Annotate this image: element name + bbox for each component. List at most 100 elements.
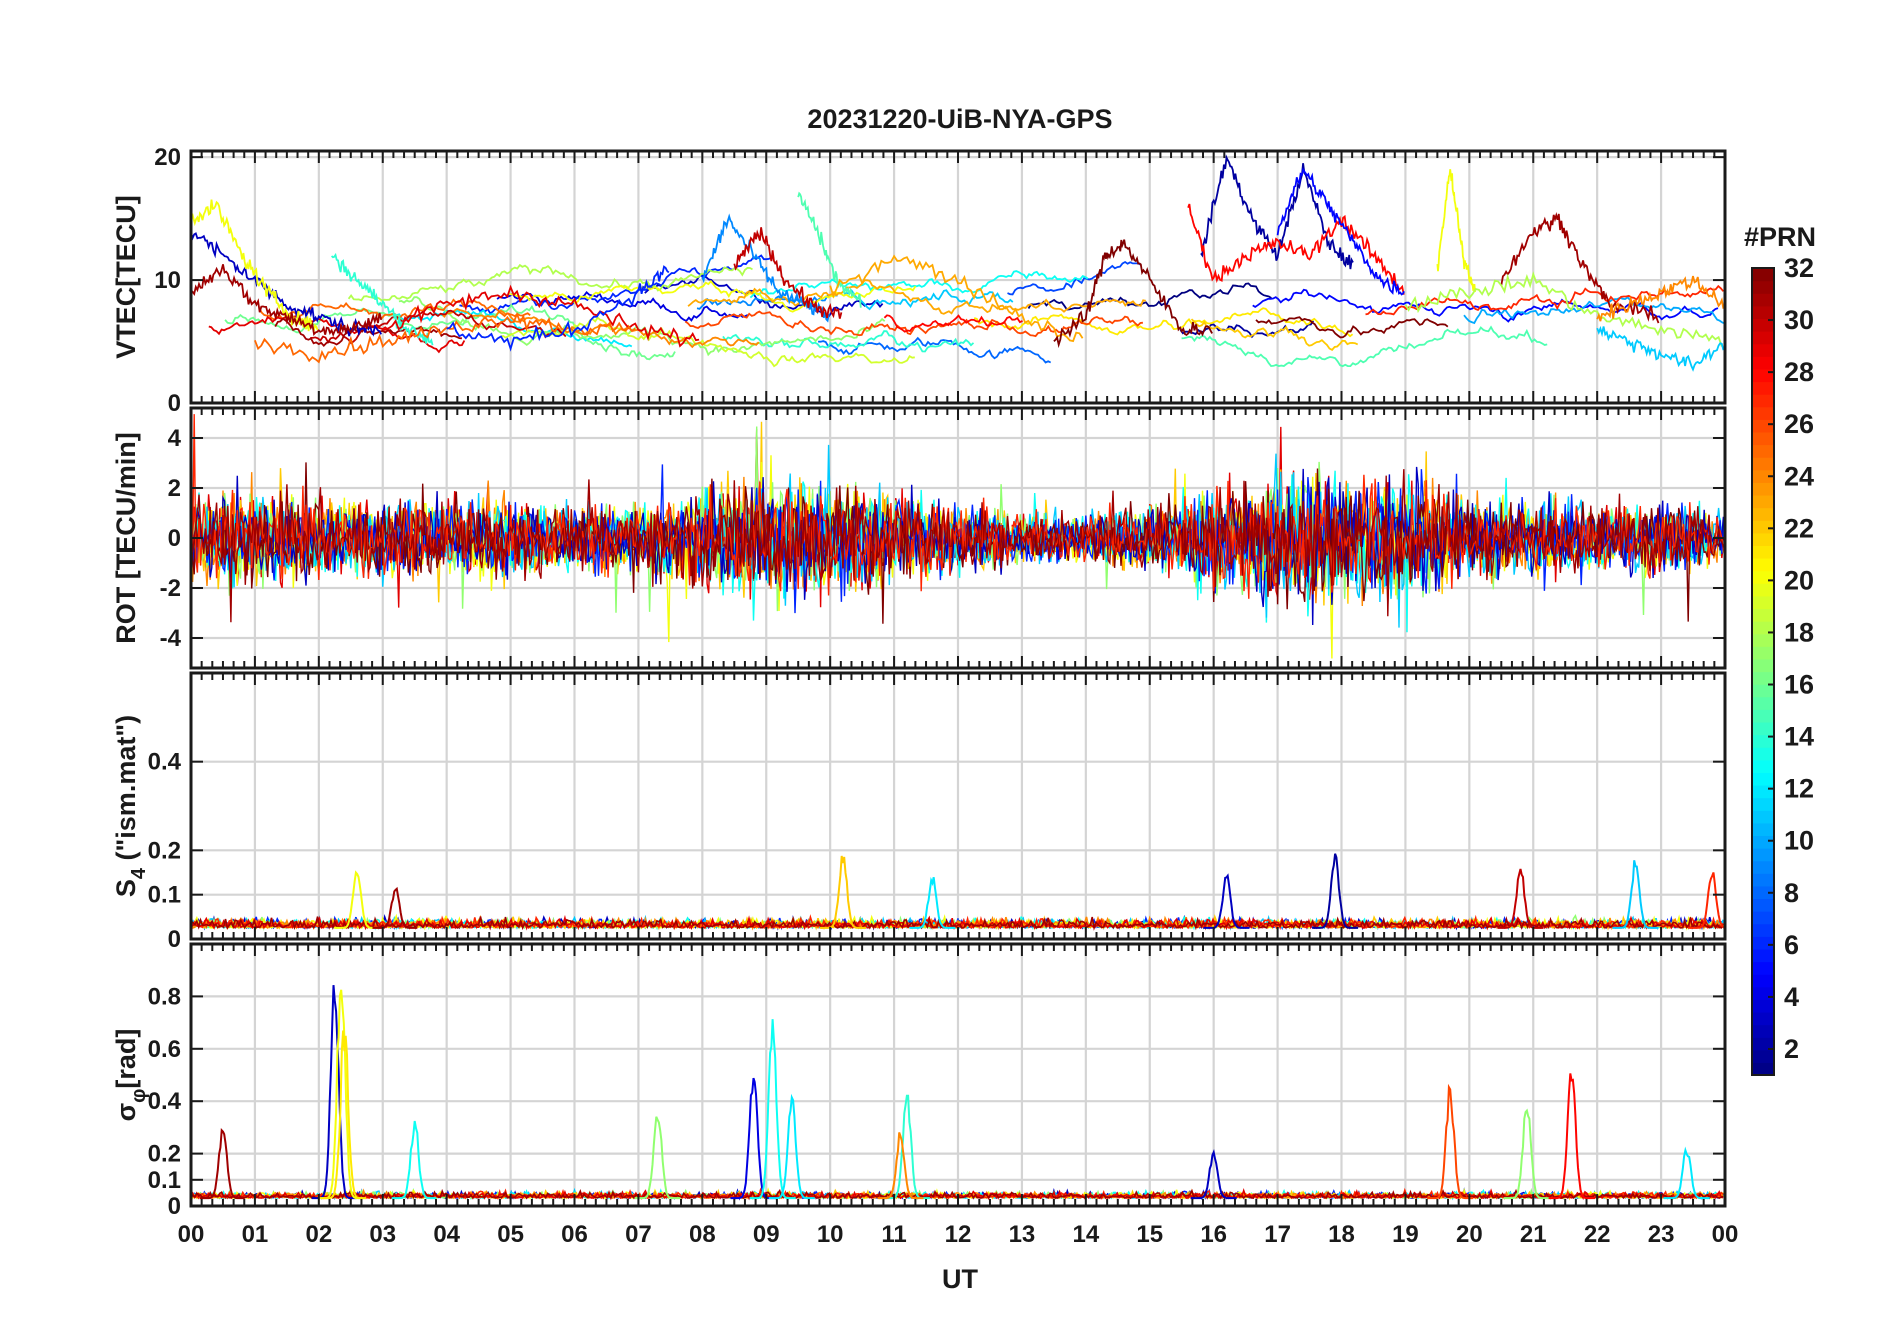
y-tick-label: 0.1 [148, 1167, 181, 1194]
y-tick-label: 10 [154, 267, 181, 294]
x-tick-label: 22 [1584, 1221, 1611, 1248]
y-axis-label: VTEC[TECU] [111, 195, 141, 359]
colorbar-tick-label: 8 [1784, 878, 1799, 908]
colorbar-tick-label: 24 [1784, 461, 1814, 491]
y-tick-label: 20 [154, 144, 181, 171]
y-axis-label-rest: ("ism.mat") [111, 715, 141, 868]
peak-line [321, 1030, 367, 1200]
colorbar-segment [1752, 948, 1774, 963]
colorbar-segment [1752, 469, 1774, 483]
x-axis-label: UT [942, 1264, 978, 1294]
peak-line [909, 876, 956, 929]
peak-line [1497, 868, 1544, 929]
y-ticks: -4 -2 0 2 4 [160, 425, 1725, 652]
colorbar-segment [1752, 1024, 1774, 1038]
colorbar-segment [1752, 784, 1774, 799]
series-group [191, 853, 1725, 931]
colorbar-segment [1752, 621, 1774, 635]
colorbar-segment [1752, 318, 1774, 332]
rot-panel: -4 -2 0 2 4 ROT [TECU/min] [111, 406, 1727, 670]
vtec-trace-prn [687, 279, 1146, 315]
x-tick-label: 08 [689, 1221, 716, 1248]
colorbar-tick-label: 18 [1784, 617, 1814, 647]
y-tick-label: 0.8 [148, 983, 181, 1010]
y-tick-label: 4 [168, 425, 182, 452]
peak-line [1312, 853, 1359, 929]
vtec-series-line [1596, 325, 1725, 372]
vtec-series-line [330, 252, 434, 346]
colorbar-segment [1752, 709, 1774, 723]
vtec-trace-prn [1007, 260, 1141, 296]
colorbar-segment [1752, 1062, 1774, 1076]
colorbar-segment [1752, 494, 1774, 509]
vtec-series-line [254, 311, 636, 364]
colorbar-segment [1752, 860, 1774, 874]
colorbar-segment [1752, 671, 1774, 685]
colorbar-segment [1752, 721, 1774, 736]
colorbar-tick-label: 20 [1784, 565, 1814, 595]
vtec-trace-prn [883, 314, 1023, 333]
colorbar-segment [1752, 595, 1774, 610]
y-tick-label: 0 [168, 525, 181, 552]
colorbar-segment [1752, 974, 1774, 988]
colorbar-segment [1752, 999, 1774, 1013]
colorbar-segment [1752, 406, 1774, 420]
x-tick-label: 17 [1264, 1221, 1291, 1248]
y-axis-label-main: S [111, 879, 141, 897]
y-tick-label: 0.4 [148, 1088, 182, 1115]
rot-series-line [191, 462, 1725, 624]
colorbar-segment [1752, 772, 1774, 786]
vtec-series-line [1596, 275, 1725, 322]
x-tick-label: 14 [1072, 1221, 1099, 1248]
colorbar-segment [1752, 759, 1774, 773]
x-tick-label: 18 [1328, 1221, 1355, 1248]
colorbar-segment [1752, 986, 1774, 1000]
series-group [191, 154, 1725, 372]
colorbar-segment [1752, 873, 1774, 887]
vtec-series-line [1200, 154, 1354, 270]
colorbar-segment [1752, 797, 1774, 811]
colorbar-segment [1752, 268, 1774, 282]
vtec-trace-prn [310, 309, 567, 345]
peak-line [199, 1127, 245, 1200]
y-axis-label-sub: φ [128, 1089, 150, 1103]
colorbar-segment [1752, 936, 1774, 950]
colorbar-segment [1752, 520, 1774, 534]
colorbar-segment [1752, 684, 1774, 698]
colorbar-tick-label: 4 [1784, 982, 1799, 1012]
colorbar-segment [1752, 633, 1774, 647]
x-tick-label: 07 [625, 1221, 652, 1248]
colorbar-segment [1752, 835, 1774, 849]
colorbar-frame [1751, 267, 1775, 1076]
x-ticks [190, 151, 1726, 403]
colorbar-segment [1752, 747, 1774, 761]
vtec-trace-prn [843, 289, 1014, 311]
peak-line [1548, 1073, 1595, 1200]
y-tick-label: 0 [168, 926, 181, 953]
vtec-series-line [382, 284, 700, 348]
colorbar-segment [1752, 368, 1774, 383]
x-tick-label: 02 [305, 1221, 332, 1248]
x-tick-label: 00 [178, 1221, 205, 1248]
y-tick-label: 0 [168, 1193, 181, 1220]
colorbar-segment [1752, 911, 1774, 925]
vtec-trace-prn [1190, 318, 1359, 352]
colorbar-segment [1752, 734, 1774, 748]
vtec-panel: 0 10 20 VTEC[TECU] [111, 144, 1727, 417]
x-tick-label: 20 [1456, 1221, 1483, 1248]
x-ticks [190, 944, 1726, 1206]
vtec-trace-prn [1255, 316, 1449, 339]
colorbar-segment [1752, 608, 1774, 622]
peak-line [334, 870, 379, 929]
vtec-series-line [733, 227, 843, 319]
colorbar-segment [1752, 1037, 1774, 1051]
s4-panel: 00.10.20.4S4 ("ism.mat") [111, 671, 1727, 953]
y-ticks: 0 10 20 [154, 144, 1725, 417]
peak-line [1203, 873, 1250, 929]
colorbar-tick-label: 22 [1784, 513, 1814, 543]
colorbar-tick-label: 26 [1784, 409, 1814, 439]
colorbar-segment [1752, 961, 1774, 975]
peak-line [877, 1132, 924, 1200]
y-tick-label: 0.1 [148, 882, 181, 909]
x-tick-label: 01 [242, 1221, 269, 1248]
